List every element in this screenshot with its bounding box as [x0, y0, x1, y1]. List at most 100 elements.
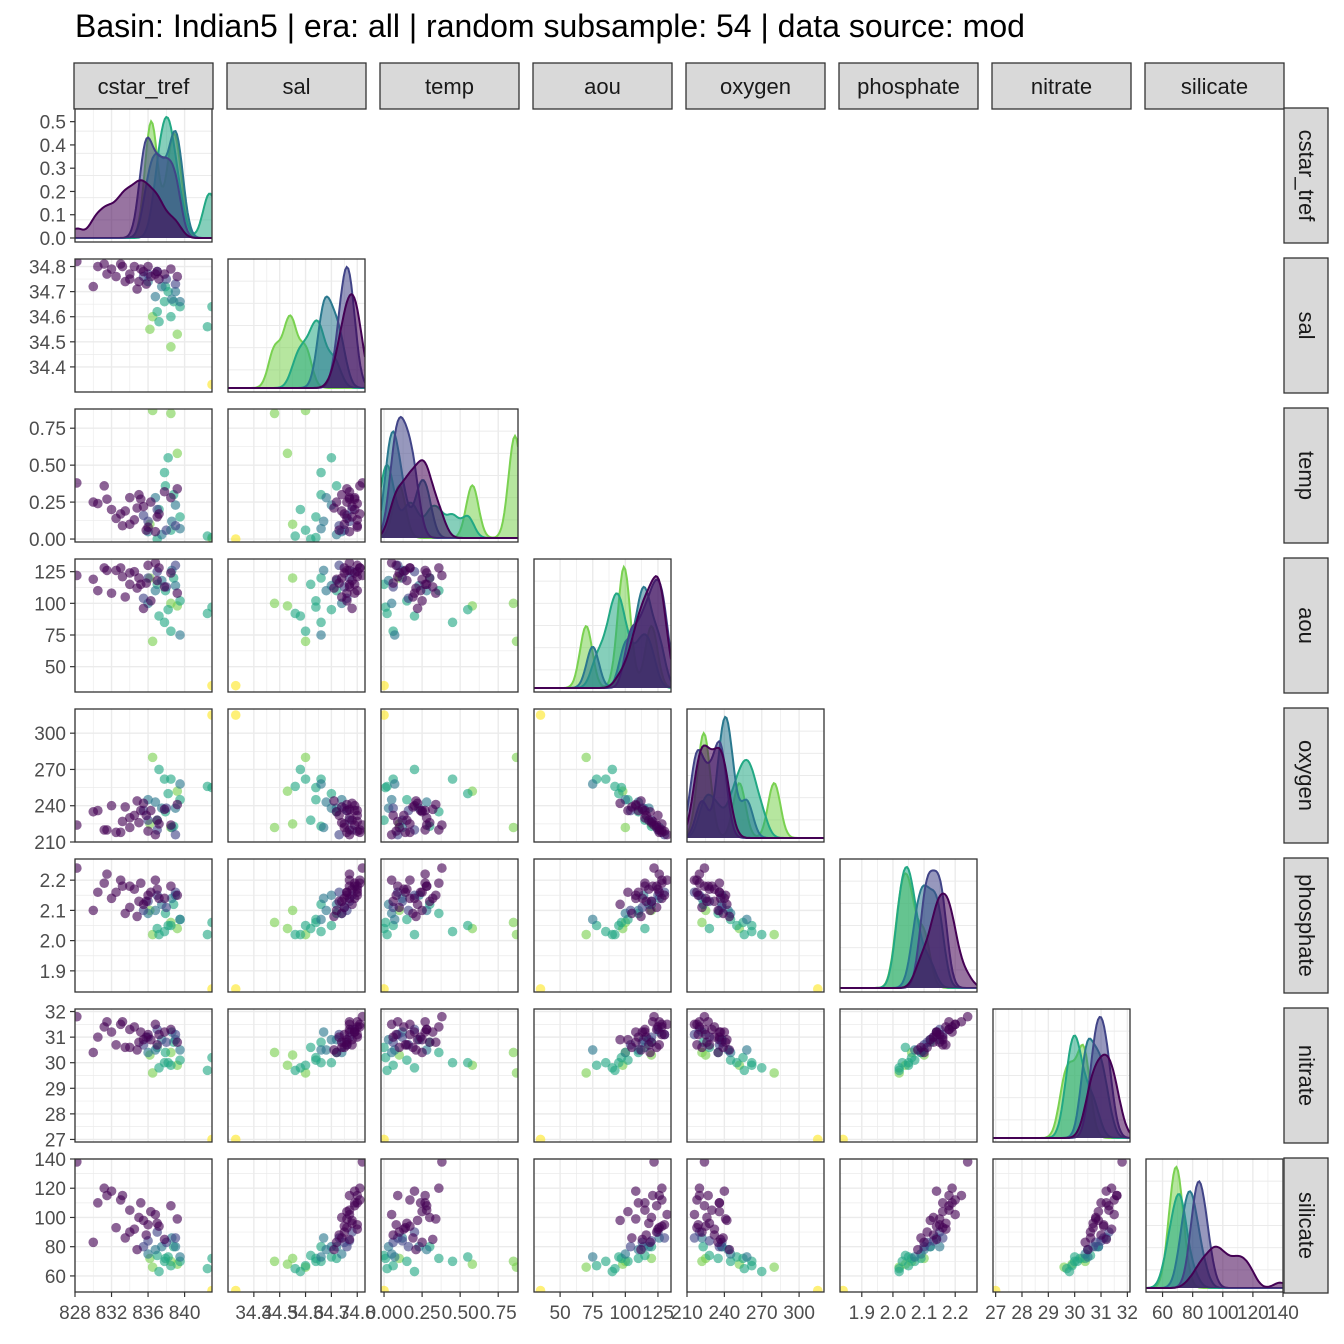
- strip-right-nitrate: nitrate: [1283, 1007, 1329, 1144]
- data-point: [75, 259, 82, 267]
- data-point: [154, 509, 164, 519]
- data-point: [697, 1256, 707, 1267]
- data-point: [300, 1260, 311, 1271]
- y-tick-label: 75: [45, 626, 66, 647]
- data-point: [99, 563, 110, 573]
- data-point: [411, 583, 421, 593]
- data-point: [386, 794, 397, 805]
- data-point: [623, 1206, 633, 1217]
- data-point: [713, 1253, 723, 1264]
- data-point: [75, 820, 82, 830]
- data-point: [389, 630, 400, 640]
- data-point: [172, 786, 183, 797]
- data-point: [934, 1037, 945, 1048]
- data-point: [344, 526, 355, 537]
- data-point: [408, 1233, 418, 1243]
- data-point: [900, 1042, 911, 1053]
- data-point: [147, 752, 158, 763]
- data-point: [207, 301, 212, 312]
- data-point: [1088, 1222, 1098, 1233]
- data-point: [1096, 1230, 1106, 1240]
- data-point: [447, 1057, 458, 1068]
- data-point: [135, 1027, 146, 1037]
- data-point: [305, 1250, 316, 1261]
- data-point: [75, 478, 82, 488]
- data-point: [282, 601, 293, 611]
- data-point: [132, 284, 142, 294]
- data-point: [282, 1060, 293, 1071]
- data-point: [316, 1037, 326, 1048]
- data-point: [331, 806, 342, 817]
- panel-silicate-vs-sal: [227, 1158, 366, 1293]
- data-point: [152, 923, 162, 934]
- data-point: [111, 1040, 121, 1050]
- x-tick-label: 836: [132, 1303, 164, 1324]
- data-point: [709, 1230, 720, 1240]
- data-point: [88, 574, 99, 585]
- data-point: [587, 779, 598, 789]
- data-point: [342, 588, 352, 598]
- density-area: [840, 867, 977, 988]
- data-point: [420, 1016, 430, 1027]
- data-point: [170, 1233, 181, 1243]
- data-point: [166, 1260, 176, 1271]
- y-tick-label: 34.8: [29, 258, 66, 279]
- data-point: [166, 1024, 176, 1035]
- y-tick-label: 240: [34, 797, 66, 818]
- data-point: [141, 1230, 152, 1240]
- data-point: [326, 1057, 337, 1068]
- data-point: [75, 863, 82, 873]
- y-tick-label: 1.9: [40, 962, 66, 983]
- data-point: [287, 819, 298, 829]
- data-point: [812, 1285, 823, 1292]
- panel-aou-vs-aou: [533, 558, 672, 693]
- data-point: [175, 1055, 185, 1065]
- data-point: [394, 902, 405, 913]
- strip-label: aou: [584, 74, 621, 99]
- data-point: [697, 902, 707, 913]
- data-point: [581, 929, 591, 940]
- data-point: [408, 592, 418, 602]
- data-point: [125, 568, 135, 578]
- data-point: [382, 1065, 392, 1076]
- data-point: [269, 1256, 280, 1267]
- data-point: [111, 271, 121, 282]
- panel-temp-vs-cstar_tref: [74, 408, 213, 543]
- x-tick-label: 210: [671, 1303, 703, 1324]
- data-point: [355, 1183, 365, 1194]
- data-point: [713, 1047, 723, 1058]
- data-point: [704, 923, 715, 934]
- data-point: [152, 306, 162, 317]
- data-point: [326, 604, 337, 615]
- data-point: [347, 603, 357, 614]
- strip-top-silicate: silicate: [1144, 62, 1285, 110]
- data-point: [352, 1016, 363, 1027]
- data-point: [207, 1253, 212, 1264]
- panel-nitrate-vs-oxygen: [686, 1008, 825, 1143]
- data-point: [202, 531, 212, 541]
- data-point: [654, 827, 665, 838]
- data-point: [746, 1060, 757, 1071]
- data-point: [511, 929, 518, 940]
- data-point: [607, 764, 618, 775]
- data-point: [739, 929, 750, 940]
- data-point: [318, 516, 329, 527]
- data-point: [591, 1260, 602, 1271]
- data-point: [657, 1221, 667, 1232]
- data-point: [511, 636, 518, 647]
- data-point: [707, 1205, 717, 1215]
- data-point: [175, 779, 185, 789]
- data-point: [381, 680, 389, 691]
- data-point: [300, 409, 311, 416]
- data-point: [392, 1016, 403, 1027]
- data-point: [316, 914, 326, 925]
- panel-temp-vs-temp: [380, 408, 519, 543]
- data-point: [400, 1040, 411, 1050]
- data-point: [300, 1060, 311, 1071]
- data-point: [287, 905, 298, 916]
- data-point: [420, 805, 430, 816]
- data-point: [207, 1052, 212, 1063]
- data-point: [75, 570, 82, 581]
- y-tick-label: 30: [45, 1054, 66, 1075]
- x-tick-label: 1.9: [849, 1303, 875, 1324]
